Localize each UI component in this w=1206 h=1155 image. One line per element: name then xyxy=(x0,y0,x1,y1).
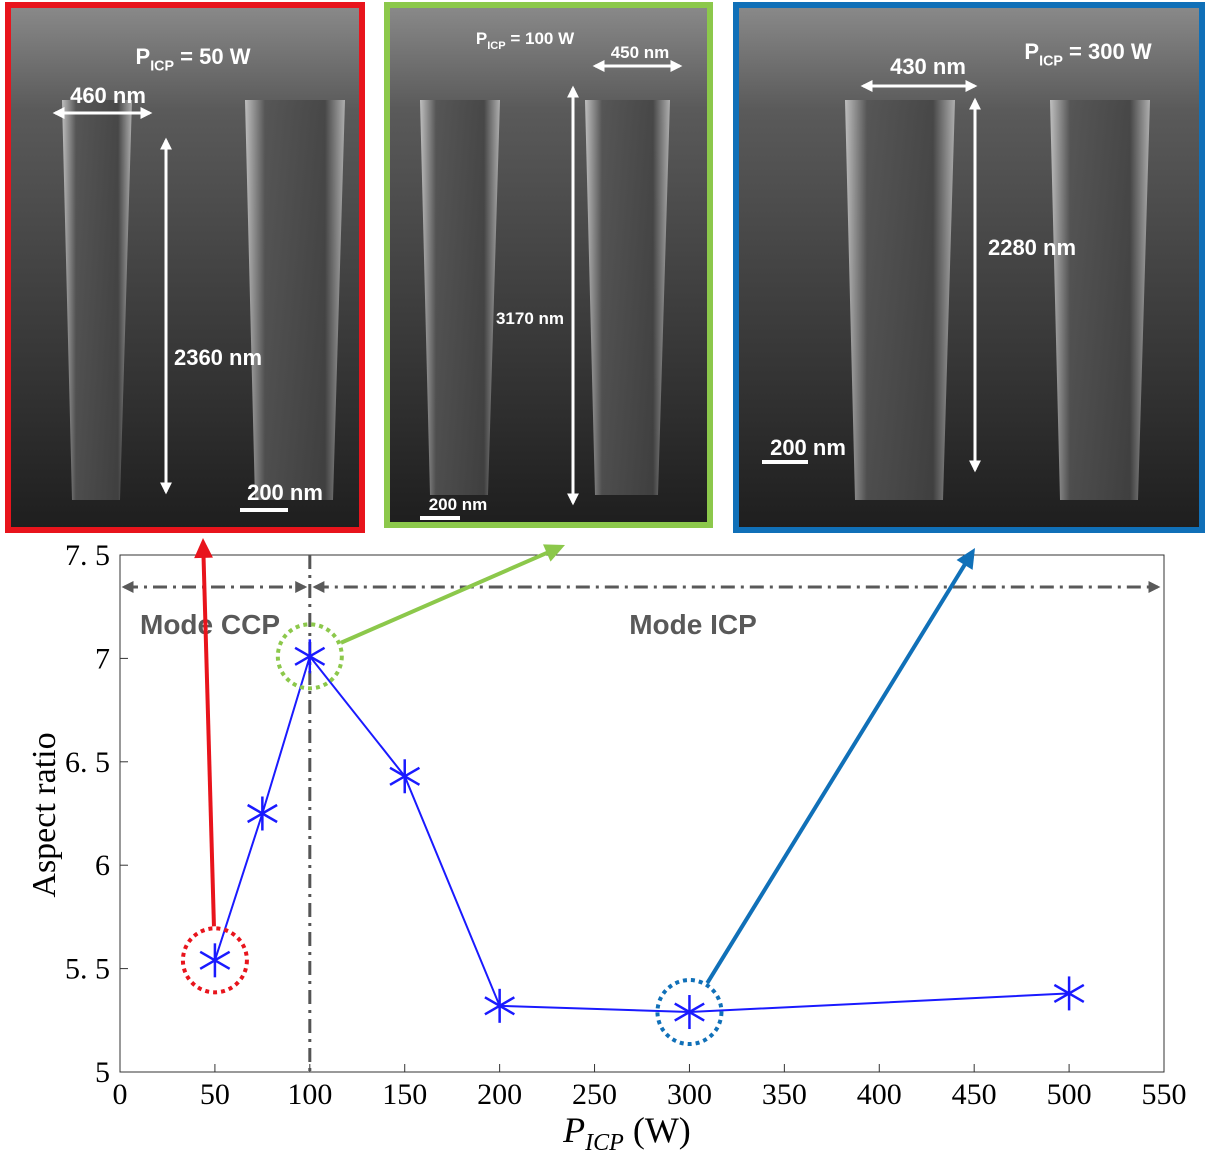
trench xyxy=(420,100,500,495)
panel-frame xyxy=(733,2,1205,533)
connector xyxy=(705,562,968,985)
depth-label: 3170 nm xyxy=(496,309,564,328)
x-tick-label: 450 xyxy=(952,1078,997,1111)
width-label: 460 nm xyxy=(70,83,146,108)
width-label: 430 nm xyxy=(890,54,966,79)
power-label-rest: = 50 W xyxy=(174,44,251,69)
data-point xyxy=(1053,976,1085,1011)
marker-arm xyxy=(389,766,421,786)
data-point xyxy=(294,639,326,674)
trench xyxy=(845,100,955,500)
marker-arm xyxy=(199,950,231,970)
x-tick-label: 300 xyxy=(667,1078,712,1111)
connector-head xyxy=(543,544,565,562)
power-label-rest: = 300 W xyxy=(1063,39,1152,64)
y-tick-label: 5. 5 xyxy=(65,953,110,986)
marker-arm xyxy=(1053,983,1085,1003)
x-tick-label: 400 xyxy=(857,1078,902,1111)
mode-label: Mode ICP xyxy=(629,609,757,640)
marker-arm xyxy=(484,996,515,1016)
connector xyxy=(201,555,216,927)
x-label-base: P xyxy=(562,1110,585,1150)
power-label: PICP = 300 W xyxy=(1024,39,1151,70)
x-tick-label: 550 xyxy=(1142,1078,1187,1111)
x-tick-label: 150 xyxy=(382,1078,427,1111)
data-point xyxy=(484,988,515,1023)
x-tick-label: 250 xyxy=(572,1078,617,1111)
data-point xyxy=(674,995,705,1030)
mode-label: Mode CCP xyxy=(140,609,280,640)
plot-frame xyxy=(119,554,1165,1073)
x-tick-label: 200 xyxy=(477,1078,522,1111)
y-tick-label: 7. 5 xyxy=(65,539,110,572)
panel-frame xyxy=(5,2,365,533)
marker-arm xyxy=(294,646,326,666)
scale-label: 200 nm xyxy=(247,480,323,505)
y-tick-label: 6. 5 xyxy=(65,746,110,779)
y-tick-label: 6 xyxy=(95,849,110,882)
power-label: PICP = 100 W xyxy=(476,29,575,52)
power-label-base: P xyxy=(1024,39,1039,64)
trench xyxy=(245,100,345,500)
power-label: PICP = 50 W xyxy=(136,44,251,75)
connector-head xyxy=(194,538,213,559)
marker-arm xyxy=(247,803,278,824)
power-label-sub: ICP xyxy=(487,40,505,52)
panel-frame xyxy=(384,2,713,528)
power-label-base: P xyxy=(476,29,487,48)
depth-label: 2360 nm xyxy=(174,345,262,370)
scale-label: 200 nm xyxy=(429,495,488,514)
x-label-sub: ICP xyxy=(584,1130,624,1155)
data-point xyxy=(247,796,278,831)
x-tick-label: 100 xyxy=(287,1078,332,1111)
data-point xyxy=(199,943,231,978)
trench xyxy=(1050,100,1150,500)
y-tick-label: 7 xyxy=(95,642,110,675)
data-line xyxy=(213,654,1070,1014)
connector-head xyxy=(956,548,975,570)
trench xyxy=(62,100,132,500)
x-tick-label: 50 xyxy=(200,1078,230,1111)
x-tick-label: 500 xyxy=(1047,1078,1092,1111)
x-label-rest: (W) xyxy=(624,1110,691,1150)
highlight-circle xyxy=(655,978,724,1047)
power-label-sub: ICP xyxy=(1039,54,1063,70)
power-label-sub: ICP xyxy=(150,59,174,75)
data-point xyxy=(389,759,421,794)
power-label-base: P xyxy=(136,44,151,69)
scale-label: 200 nm xyxy=(770,435,846,460)
x-axis-label: PICP (W) xyxy=(562,1110,691,1155)
x-tick-label: 350 xyxy=(762,1078,807,1111)
depth-label: 2280 nm xyxy=(988,235,1076,260)
x-tick-label: 0 xyxy=(113,1078,128,1111)
width-label: 450 nm xyxy=(611,43,670,62)
marker-arm xyxy=(674,1002,705,1022)
y-tick-label: 5 xyxy=(95,1056,110,1089)
highlight-circle xyxy=(275,622,344,691)
power-label-rest: = 100 W xyxy=(506,29,575,48)
trench xyxy=(585,100,670,495)
highlight-circle xyxy=(180,926,249,995)
connector xyxy=(340,550,550,645)
y-axis-label: Aspect ratio xyxy=(26,732,63,897)
